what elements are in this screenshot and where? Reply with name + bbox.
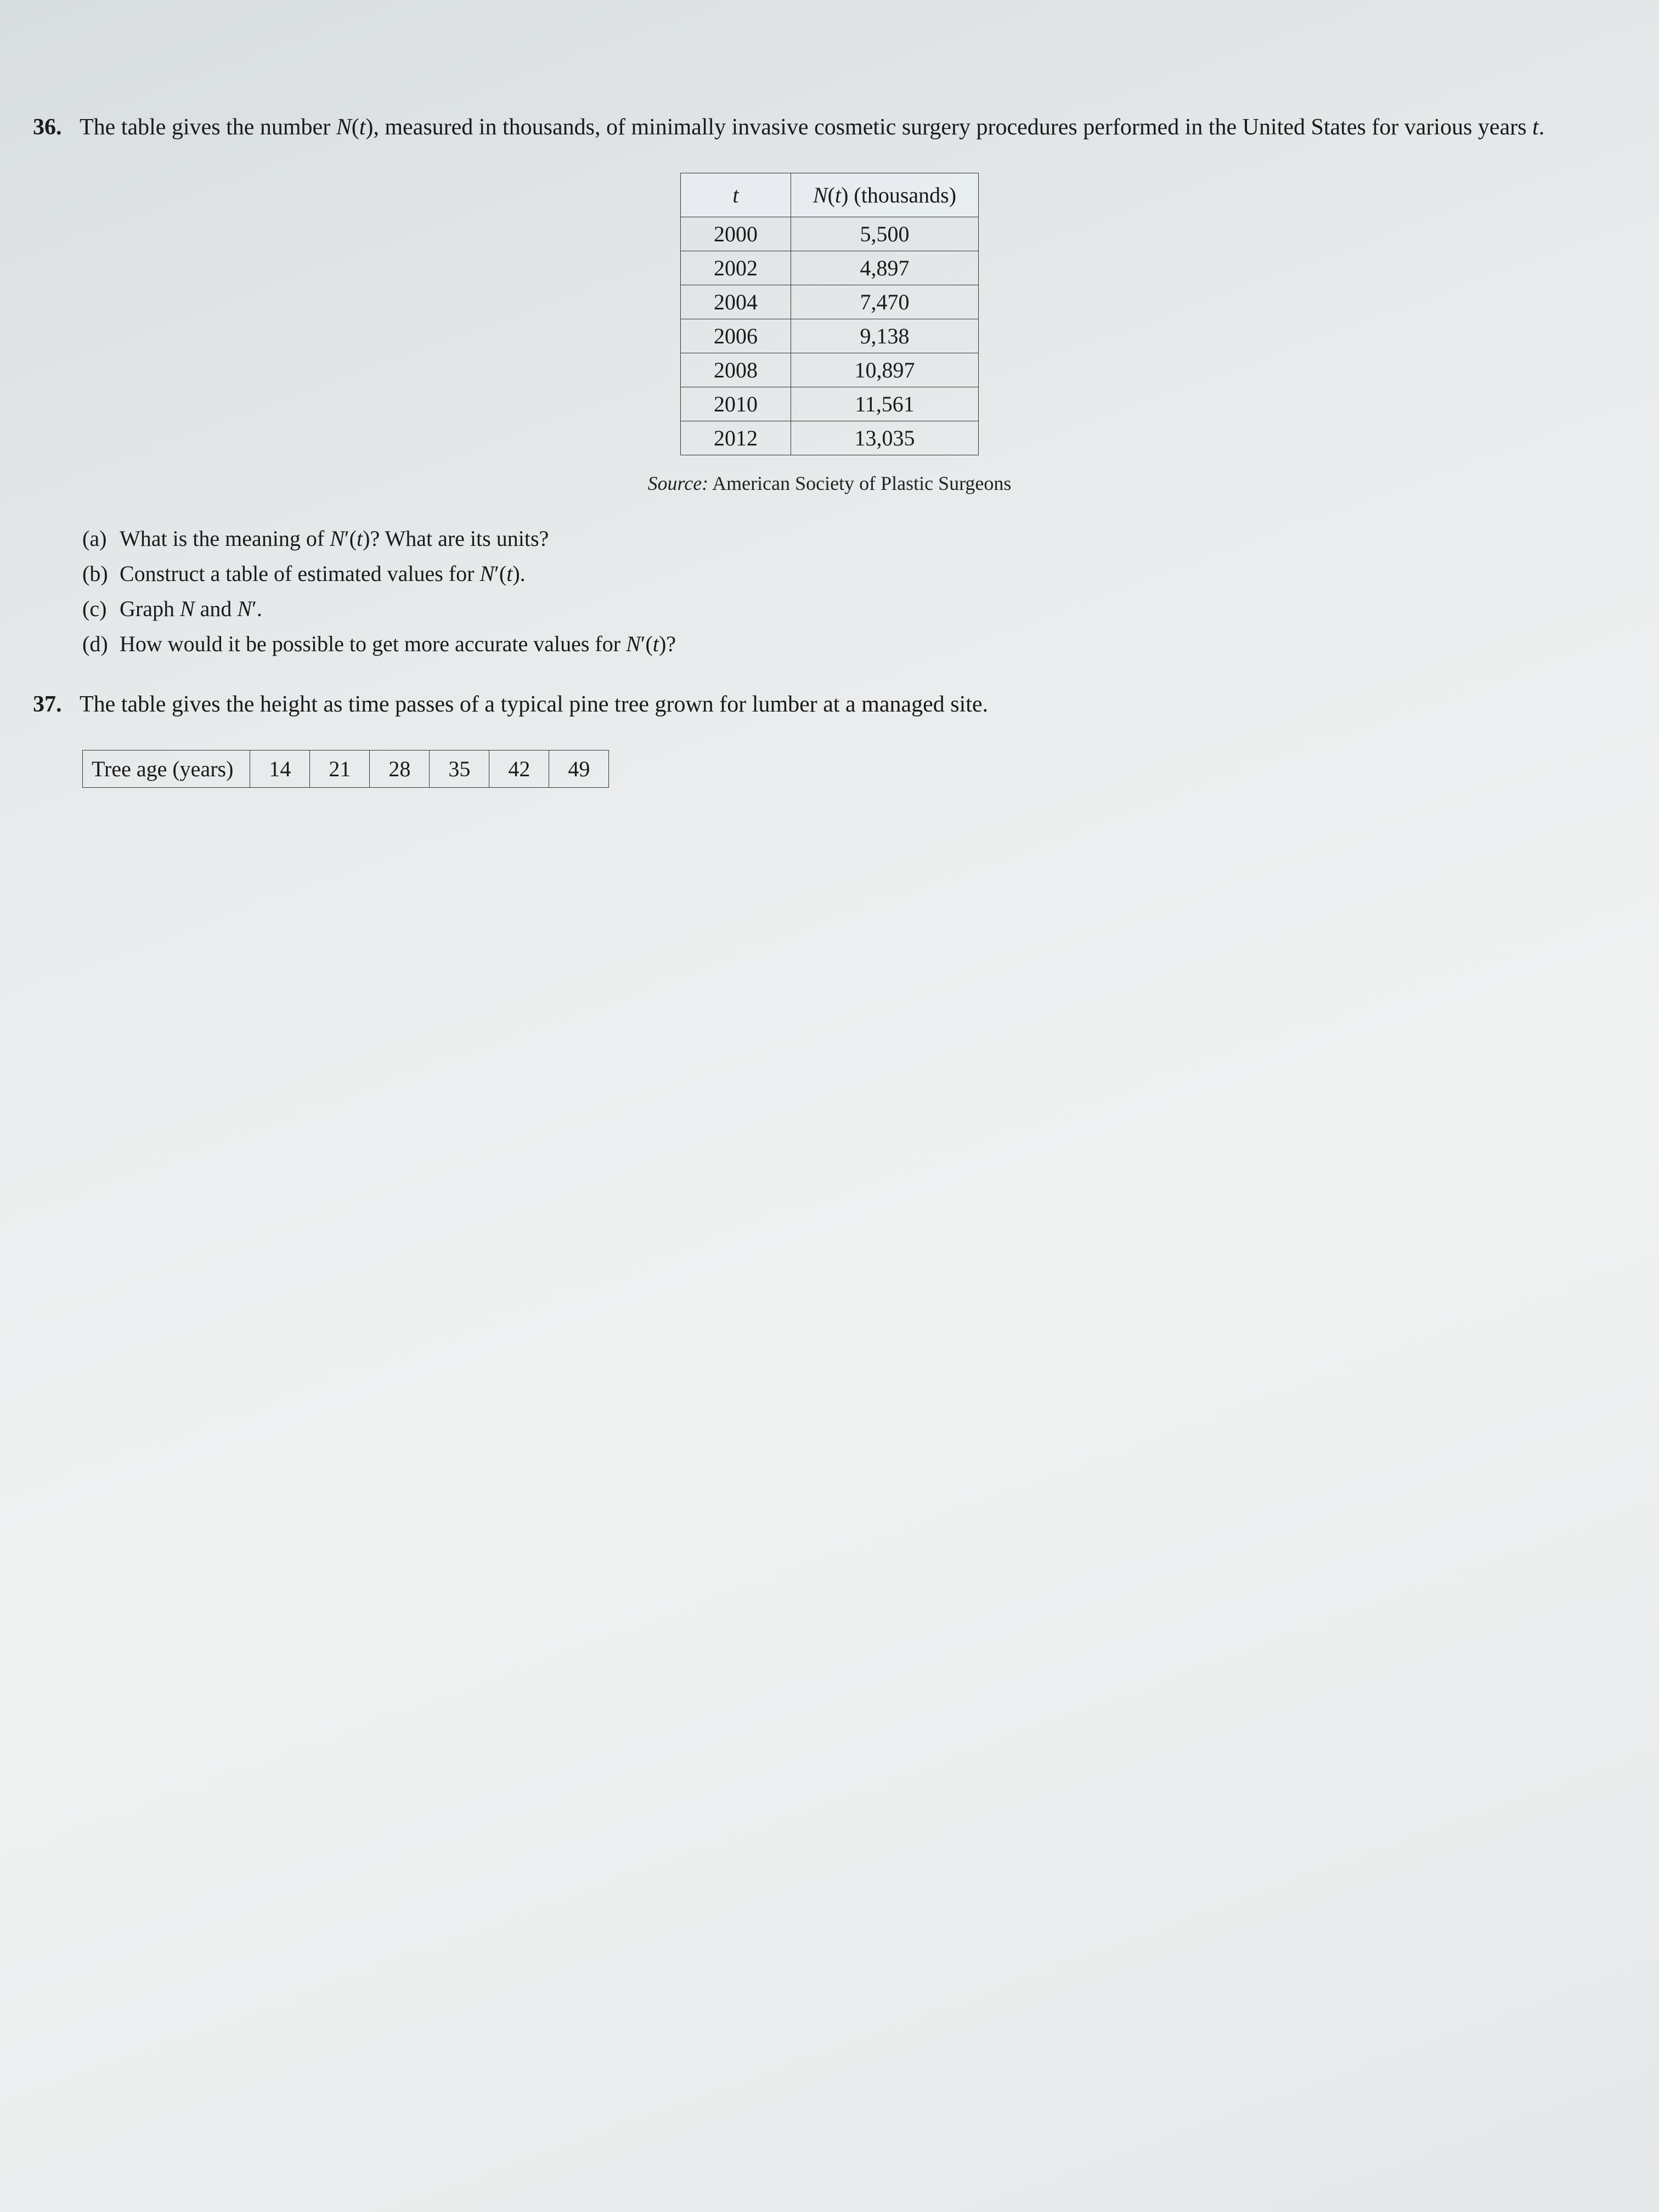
var-t: t <box>835 183 841 207</box>
problem-number: 37. <box>33 687 80 723</box>
text: ′( <box>494 561 506 586</box>
cell: 35 <box>430 751 489 788</box>
subpart-b: (b) Construct a table of estimated value… <box>82 557 1626 590</box>
var-N: N <box>180 596 195 621</box>
data-table-37: Tree age (years) 14 21 28 35 42 49 <box>82 750 609 788</box>
var-t: t <box>359 115 366 140</box>
subpart-label: (a) <box>82 522 120 555</box>
var-N: N <box>626 631 641 656</box>
table-row: 201011,561 <box>680 387 978 421</box>
cell-n: 9,138 <box>791 319 978 353</box>
text: What is the meaning of <box>120 526 330 551</box>
cell: 42 <box>489 751 549 788</box>
subpart-d: (d) How would it be possible to get more… <box>82 628 1626 661</box>
text: How would it be possible to get more acc… <box>120 631 626 656</box>
problem-intro: 37. The table gives the height as time p… <box>33 687 1626 723</box>
cell-t: 2000 <box>680 217 791 251</box>
cell-t: 2008 <box>680 353 791 387</box>
table-row: Tree age (years) 14 21 28 35 42 49 <box>83 751 609 788</box>
var-N: N <box>336 115 352 140</box>
intro-text: . <box>1539 115 1545 140</box>
source-line: Source: American Society of Plastic Surg… <box>33 472 1626 495</box>
cell-n: 13,035 <box>791 421 978 455</box>
text: ′. <box>252 596 262 621</box>
cell-t: 2006 <box>680 319 791 353</box>
cell-t: 2004 <box>680 285 791 319</box>
problem-intro: 36. The table gives the number N(t), mea… <box>33 110 1626 145</box>
var-t: t <box>357 526 363 551</box>
problem-36: 36. The table gives the number N(t), mea… <box>33 110 1626 661</box>
subpart-c: (c) Graph N and N′. <box>82 592 1626 625</box>
cell-n: 5,500 <box>791 217 978 251</box>
subpart-text: Construct a table of estimated values fo… <box>120 557 1626 590</box>
subparts: (a) What is the meaning of N′(t)? What a… <box>82 522 1626 661</box>
table-row: 20047,470 <box>680 285 978 319</box>
cell: 49 <box>549 751 609 788</box>
text: ′( <box>345 526 357 551</box>
cell-n: 10,897 <box>791 353 978 387</box>
var-N: N <box>479 561 494 586</box>
text: Graph <box>120 596 180 621</box>
cell-n: 7,470 <box>791 285 978 319</box>
text: Construct a table of estimated values fo… <box>120 561 479 586</box>
table-row: 20005,500 <box>680 217 978 251</box>
data-table-36: t N(t) (thousands) 20005,500 20024,897 2… <box>680 173 979 455</box>
table-row: 201213,035 <box>680 421 978 455</box>
text: )? What are its units? <box>363 526 549 551</box>
cell-t: 2002 <box>680 251 791 285</box>
subpart-label: (c) <box>82 592 120 625</box>
table-row: 20024,897 <box>680 251 978 285</box>
cell-n: 11,561 <box>791 387 978 421</box>
var-N: N <box>237 596 252 621</box>
cell-t: 2010 <box>680 387 791 421</box>
text: ′( <box>641 631 653 656</box>
row-label: Tree age (years) <box>83 751 250 788</box>
table-row: 20069,138 <box>680 319 978 353</box>
text: ). <box>512 561 525 586</box>
subpart-text: What is the meaning of N′(t)? What are i… <box>120 522 1626 555</box>
units: (thousands) <box>848 183 956 207</box>
var-N: N <box>813 183 828 207</box>
source-text: American Society of Plastic Surgeons <box>708 472 1011 494</box>
problem-number: 36. <box>33 110 80 145</box>
cell: 14 <box>250 751 310 788</box>
var-t: t <box>1532 115 1539 140</box>
problem-37: 37. The table gives the height as time p… <box>33 687 1626 788</box>
problem-text: The table gives the number N(t), measure… <box>80 110 1626 145</box>
table-row: 200810,897 <box>680 353 978 387</box>
col-header-t: t <box>680 173 791 217</box>
subpart-a: (a) What is the meaning of N′(t)? What a… <box>82 522 1626 555</box>
intro-text: ), measured in thousands, of minimally i… <box>365 115 1532 140</box>
intro-text: The table gives the number <box>80 115 336 140</box>
text: )? <box>659 631 676 656</box>
var-t: t <box>506 561 512 586</box>
intro-text: ( <box>352 115 359 140</box>
var-t: t <box>653 631 659 656</box>
col-header-Nt: N(t) (thousands) <box>791 173 978 217</box>
cell: 28 <box>370 751 430 788</box>
var-t: t <box>732 183 738 207</box>
source-label: Source: <box>648 472 709 494</box>
subpart-label: (b) <box>82 557 120 590</box>
subpart-text: Graph N and N′. <box>120 592 1626 625</box>
subpart-text: How would it be possible to get more acc… <box>120 628 1626 661</box>
cell-n: 4,897 <box>791 251 978 285</box>
cell: 21 <box>310 751 370 788</box>
subpart-label: (d) <box>82 628 120 661</box>
text: and <box>195 596 238 621</box>
problem-text: The table gives the height as time passe… <box>80 687 1626 723</box>
var-N: N <box>330 526 345 551</box>
table-header-row: t N(t) (thousands) <box>680 173 978 217</box>
cell-t: 2012 <box>680 421 791 455</box>
